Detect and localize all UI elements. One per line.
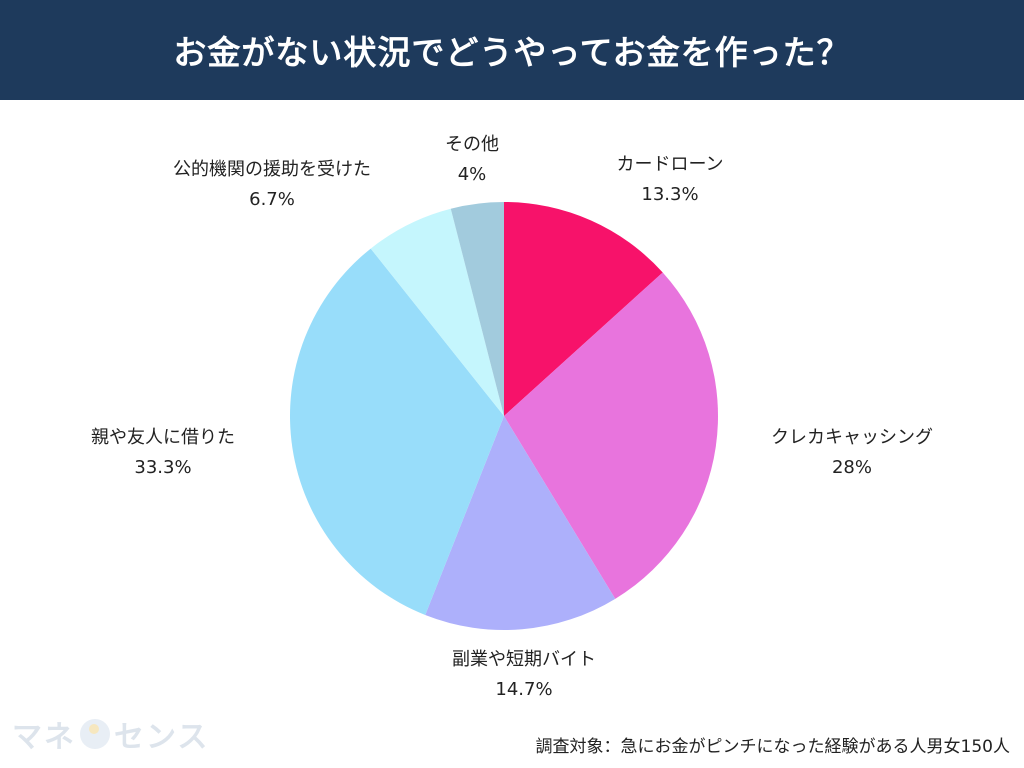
- pie-slice-public-aid: [370, 208, 504, 416]
- slice-label-credit-cashing: クレカキャッシング 28%: [771, 423, 933, 483]
- slice-label-name: 親や友人に借りた: [91, 427, 235, 448]
- slice-label-name: カードローン: [616, 154, 724, 175]
- slice-label-name: 公的機関の援助を受けた: [173, 159, 371, 180]
- pie-slice-borrowed-family: [290, 248, 504, 615]
- slice-label-value: 4%: [457, 164, 487, 185]
- slice-label-side-job: 副業や短期バイト 14.7%: [452, 645, 596, 705]
- slice-label-public-aid: 公的機関の援助を受けた 6.7%: [173, 155, 371, 215]
- slice-label-name: その他: [445, 134, 499, 155]
- brand-logo: マネ センス: [12, 712, 209, 756]
- slice-label-card-loan: カードローン 13.3%: [616, 150, 723, 210]
- slice-label-value: 28%: [831, 457, 872, 478]
- slice-label-name: クレカキャッシング: [771, 427, 933, 448]
- slice-label-value: 13.3%: [641, 184, 699, 205]
- logo-text-left: マネ: [12, 720, 76, 755]
- slice-label-value: 6.7%: [249, 189, 295, 210]
- chart-title: お金がない状況でどうやってお金を作った？: [173, 33, 851, 72]
- pie-slice-credit-cashing: [504, 272, 718, 599]
- logo-text-right: センス: [114, 720, 210, 755]
- pie-slice-other: [450, 202, 504, 416]
- slice-label-name: 副業や短期バイト: [452, 649, 596, 670]
- slice-label-borrowed-family: 親や友人に借りた 33.3%: [91, 423, 235, 483]
- pie-slice-side-job: [425, 416, 616, 630]
- slice-label-value: 14.7%: [495, 679, 553, 700]
- survey-footnote: 調査対象：急にお金がピンチになった経験がある人男女150人: [535, 737, 1010, 757]
- title-bar: お金がない状況でどうやってお金を作った？: [0, 0, 1024, 100]
- slice-label-other: その他 4%: [445, 130, 499, 190]
- pie-slice-card-loan: [504, 202, 663, 416]
- coin-icon: [80, 719, 110, 749]
- slice-label-value: 33.3%: [134, 457, 192, 478]
